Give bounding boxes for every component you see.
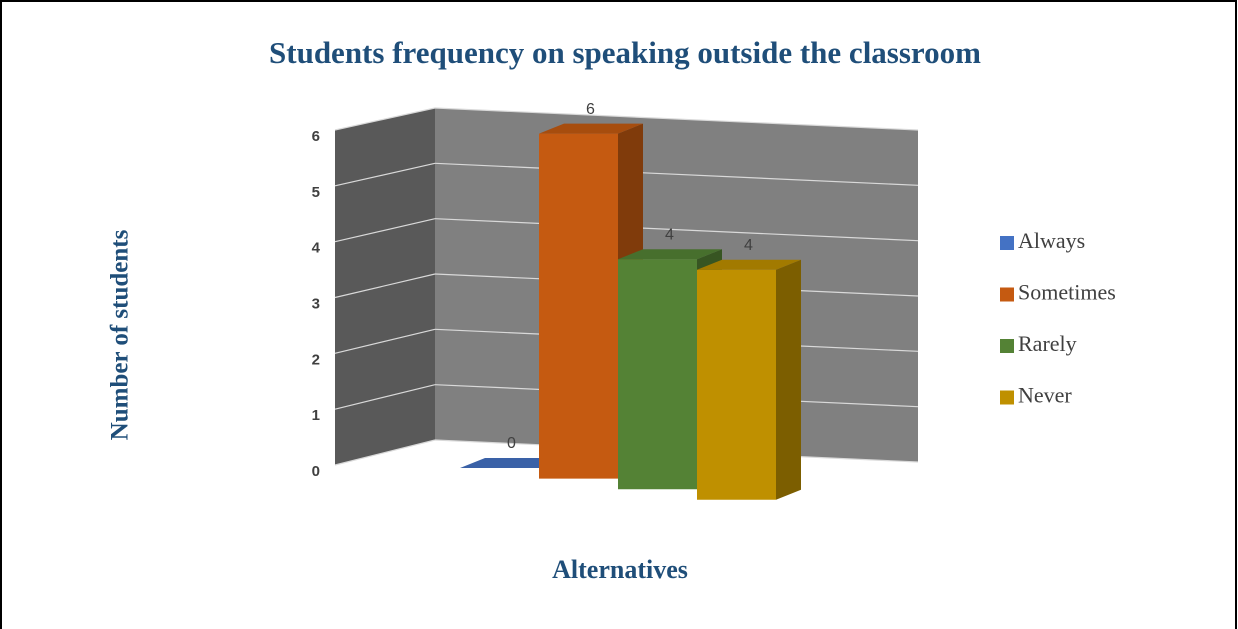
grid-line <box>334 273 436 299</box>
grid-line <box>334 328 436 354</box>
bar-top <box>460 458 564 468</box>
x-axis-title: Alternatives <box>552 555 688 584</box>
bar <box>697 269 776 500</box>
y-tick-label: 2 <box>312 351 320 368</box>
y-tick-label: 5 <box>312 184 320 201</box>
y-tick-label: 1 <box>312 407 320 424</box>
bar-top <box>697 259 801 270</box>
bar <box>539 133 618 479</box>
legend-swatch <box>1000 236 1014 250</box>
legend-swatch <box>1000 390 1014 405</box>
chart-title: Students frequency on speaking outside t… <box>269 35 981 70</box>
y-tick-label: 3 <box>312 295 320 312</box>
legend-swatch <box>1000 339 1014 353</box>
data-label: 0 <box>507 435 516 452</box>
side-wall <box>335 108 435 465</box>
y-tick-label: 4 <box>312 240 321 257</box>
data-label: 4 <box>665 226 674 243</box>
legend-label: Always <box>1018 228 1085 253</box>
data-label: 4 <box>744 237 753 254</box>
y-tick-label: 6 <box>312 128 320 145</box>
legend-label: Sometimes <box>1018 280 1116 305</box>
legend-swatch <box>1000 287 1014 302</box>
grid-line <box>334 384 436 410</box>
data-label: 6 <box>586 101 595 118</box>
y-tick-label: 0 <box>312 463 320 480</box>
bar-top <box>618 249 722 260</box>
grid-line <box>334 218 436 243</box>
bar-top <box>539 123 643 134</box>
grid-line <box>434 218 919 242</box>
bar-side <box>776 259 801 500</box>
legend-label: Rarely <box>1018 331 1077 356</box>
bar <box>618 259 697 490</box>
grid-line <box>434 162 919 186</box>
grid-line <box>334 162 436 187</box>
legend-label: Never <box>1018 383 1072 408</box>
grid-line <box>434 107 919 131</box>
grid-line <box>334 107 436 131</box>
y-axis-title: Number of students <box>107 229 134 440</box>
grid-line <box>334 439 436 466</box>
